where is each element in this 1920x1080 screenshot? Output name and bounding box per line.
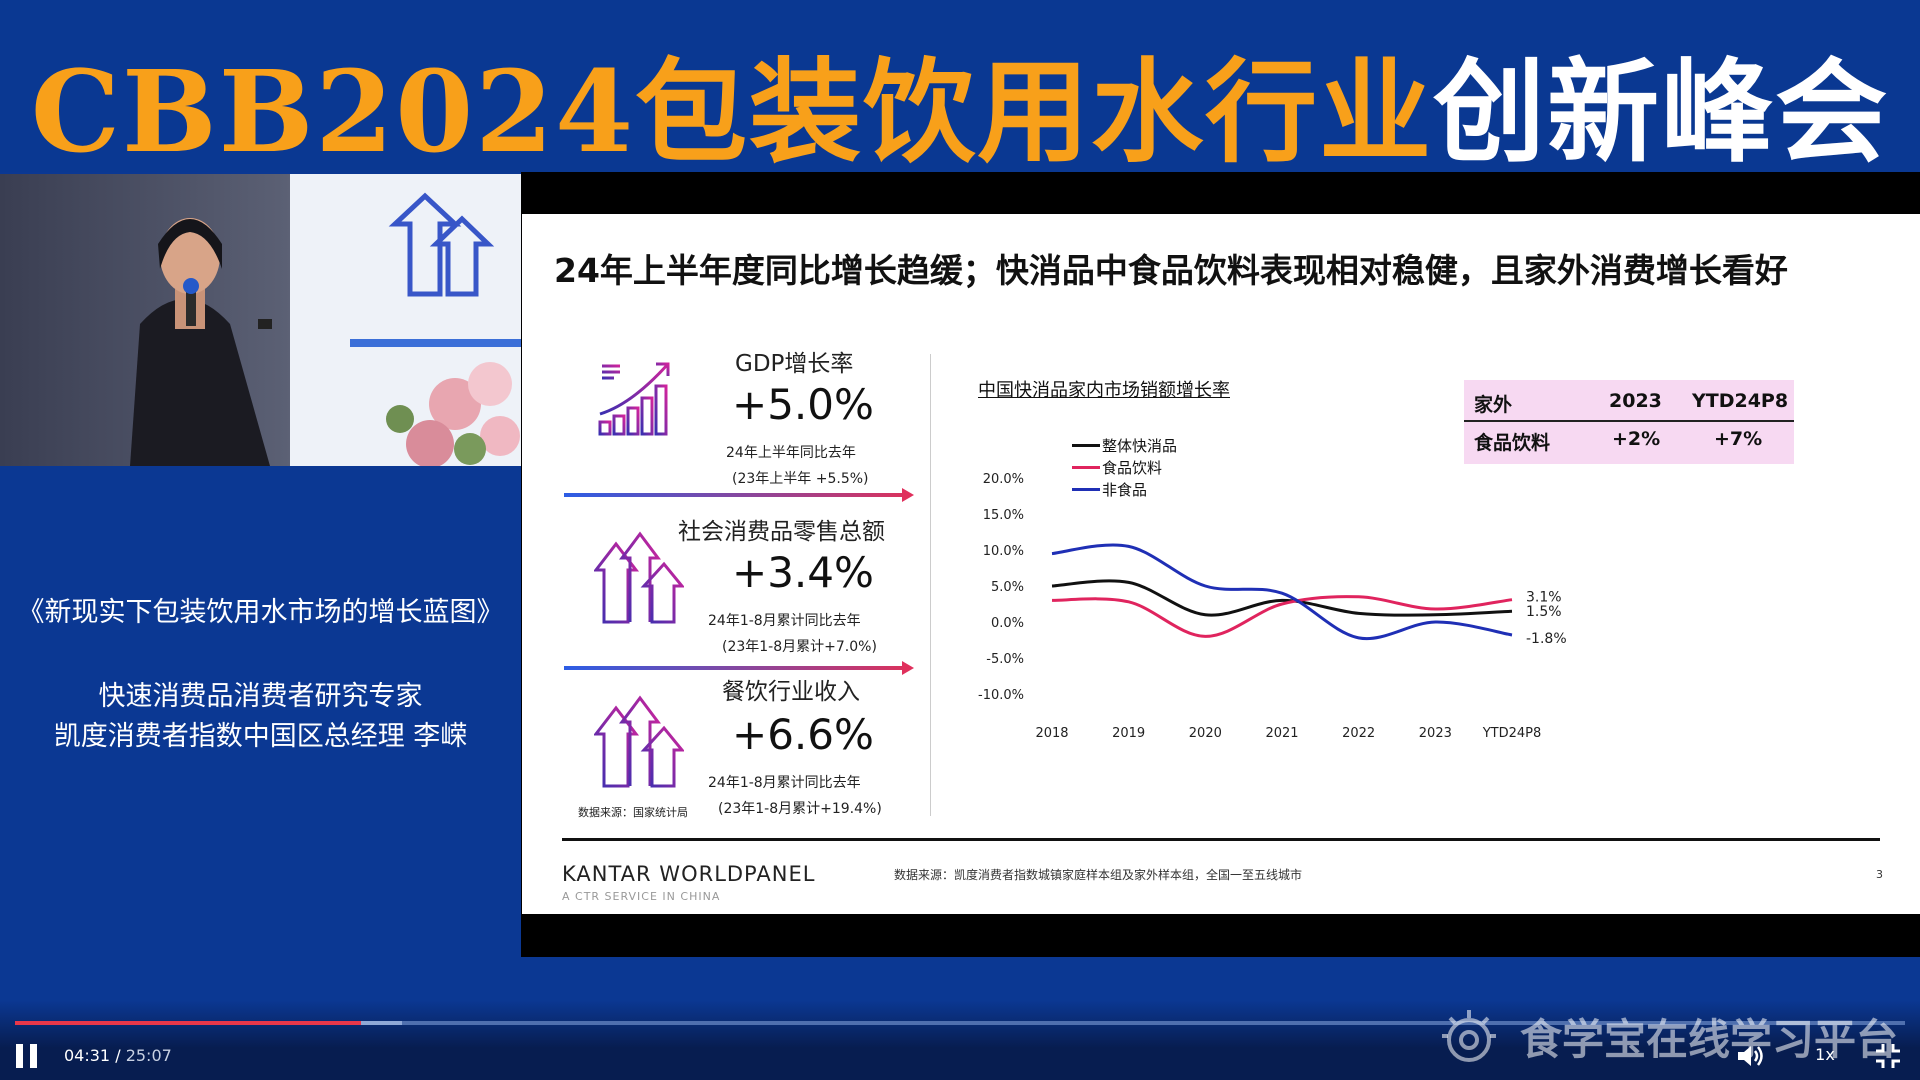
rising-arrows-icon: [594, 695, 684, 788]
bar-chart-growth-icon: [596, 362, 674, 440]
stat-label: 社会消费品零售总额: [678, 519, 885, 545]
x-tick-label: 2019: [1112, 726, 1145, 741]
stat-value: +5.0%: [732, 380, 874, 429]
exit-fullscreen-icon[interactable]: [1874, 1042, 1902, 1070]
divider-arrow: [564, 661, 914, 675]
growth-line-chart: 20.0% 15.0% 10.0% 5.0% 0.0% -5.0% -10.0% 2018 20…: [978, 472, 1567, 741]
x-tick-label: 2021: [1265, 726, 1298, 741]
footer-source: 数据来源：凯度消费者指数城镇家庭样本组及家外样本组，全国一至五线城市: [894, 868, 1303, 882]
x-tick-label: YTD24P8: [1482, 726, 1542, 741]
event-title-orange: CBB2024包装饮用水行业: [30, 47, 1434, 178]
end-value-label: -1.8%: [1526, 631, 1567, 647]
time-total: 25:07: [125, 1046, 172, 1065]
event-title-white: 创新峰会: [1433, 47, 1890, 178]
playback-speed-button[interactable]: 1x: [1815, 1045, 1835, 1064]
table-cell: 食品饮料: [1474, 432, 1551, 454]
time-display: 04:31 / 25:07: [64, 1046, 172, 1065]
speaker-role: 快速消费品消费者研究专家: [98, 681, 423, 712]
y-tick-label: -10.0%: [978, 688, 1024, 703]
stat-label: GDP增长率: [735, 351, 854, 377]
stat-label: 餐饮行业收入: [722, 679, 860, 705]
progress-bar[interactable]: [15, 1021, 1905, 1025]
talk-title: 《新现实下包装饮用水市场的增长蓝图》: [17, 597, 504, 628]
table-row: 食品饮料 +2% +7%: [1464, 422, 1794, 462]
event-banner: CBB2024包装饮用水行业创新峰会: [0, 0, 1920, 178]
x-tick-label: 2018: [1035, 726, 1068, 741]
out-of-home-table: 家外 2023 YTD24P8 食品饮料 +2% +7%: [1464, 380, 1794, 464]
speaker-info: 《新现实下包装饮用水市场的增长蓝图》 快速消费品消费者研究专家 凯度消费者指数中…: [0, 590, 521, 757]
stat-prior: (23年上半年 +5.5%): [732, 471, 869, 487]
time-current: 04:31: [64, 1046, 111, 1065]
y-tick-label: 10.0%: [983, 544, 1024, 559]
chart-title: 中国快消品家内市场销额增长率: [978, 380, 1230, 401]
kantar-logo: KANTAR WORLDPANEL: [562, 862, 816, 886]
stat-prior: (23年1-8月累计+7.0%): [722, 639, 877, 655]
legend-item: 非食品: [1072, 478, 1177, 500]
player-controls: [0, 1000, 1920, 1080]
stat-note: 24年1-8月累计同比去年: [708, 613, 861, 629]
slide-heading: 24年上半年度同比增长趋缓；快消品中食品饮料表现相对稳健，且家外消费增长看好: [554, 251, 1788, 290]
y-tick-label: 20.0%: [983, 472, 1024, 487]
stat-retail: 社会消费品零售总额 +3.4% 24年1-8月累计同比去年 (23年1-8月累计…: [522, 506, 942, 656]
stat-prior: (23年1-8月累计+19.4%): [718, 801, 882, 817]
y-tick-label: 5.0%: [991, 580, 1024, 595]
legend-item: 食品饮料: [1072, 456, 1177, 478]
table-header-cell: YTD24P8: [1692, 390, 1789, 412]
x-tick-label: 2022: [1342, 726, 1375, 741]
table-cell: +7%: [1714, 428, 1763, 450]
table-header-row: 家外 2023 YTD24P8: [1464, 380, 1794, 422]
x-tick-label: 2023: [1419, 726, 1452, 741]
event-title: CBB2024包装饮用水行业创新峰会: [0, 22, 1920, 184]
y-tick-label: 0.0%: [991, 616, 1024, 631]
progress-played: [15, 1021, 361, 1025]
speaker-photo: [0, 174, 521, 466]
presentation-slide: 24年上半年度同比增长趋缓；快消品中食品饮料表现相对稳健，且家外消费增长看好 G…: [522, 214, 1920, 914]
y-tick-label: 15.0%: [983, 508, 1024, 523]
kantar-tagline: A CTR SERVICE IN CHINA: [562, 890, 721, 903]
x-tick-label: 2020: [1189, 726, 1222, 741]
watermark-text: 食学宝在线学习平台: [1520, 1015, 1899, 1064]
table-header-cell: 家外: [1474, 394, 1513, 416]
stat-gdp: GDP增长率 +5.0% 24年上半年同比去年 (23年上半年 +5.5%): [522, 334, 942, 487]
speaker-camera-feed: [0, 174, 521, 466]
series-line: [1051, 579, 1513, 617]
stat-value: +6.6%: [732, 710, 874, 759]
legend-label: 非食品: [1102, 480, 1148, 499]
series-line: [1051, 595, 1513, 638]
stat-value: +3.4%: [732, 548, 874, 597]
watermark-logo-icon: [1442, 1010, 1496, 1062]
y-tick-label: -5.0%: [986, 652, 1024, 667]
series-line: [1051, 543, 1513, 641]
table-header-cell: 2023: [1609, 390, 1662, 412]
volume-button[interactable]: [1736, 1042, 1766, 1070]
pause-button[interactable]: [16, 1044, 40, 1068]
vertical-divider: [930, 354, 931, 816]
table-cell: +2%: [1612, 428, 1661, 450]
stat-note: 24年1-8月累计同比去年: [708, 775, 861, 791]
stats-source: 数据来源：国家统计局: [578, 806, 688, 819]
end-value-label: 3.1%: [1526, 590, 1562, 606]
time-separator: /: [115, 1046, 121, 1065]
legend-item: 整体快消品: [1072, 434, 1177, 456]
legend-label: 整体快消品: [1102, 436, 1178, 455]
stat-catering: 餐饮行业收入 +6.6% 24年1-8月累计同比去年 (23年1-8月累计+19…: [522, 672, 942, 822]
end-value-label: 1.5%: [1526, 604, 1562, 620]
rising-arrows-icon: [594, 531, 684, 624]
stat-note: 24年上半年同比去年: [726, 445, 856, 461]
page-number: 3: [1876, 868, 1883, 881]
pause-icon-bar: [30, 1044, 37, 1068]
legend-label: 食品饮料: [1102, 458, 1163, 477]
divider-arrow: [564, 488, 914, 502]
pause-icon: [16, 1044, 23, 1068]
chart-legend: 整体快消品 食品饮料 非食品: [1072, 434, 1177, 500]
speaker-name: 凯度消费者指数中国区总经理 李嵘: [53, 721, 468, 752]
footer-rule: [562, 838, 1880, 841]
